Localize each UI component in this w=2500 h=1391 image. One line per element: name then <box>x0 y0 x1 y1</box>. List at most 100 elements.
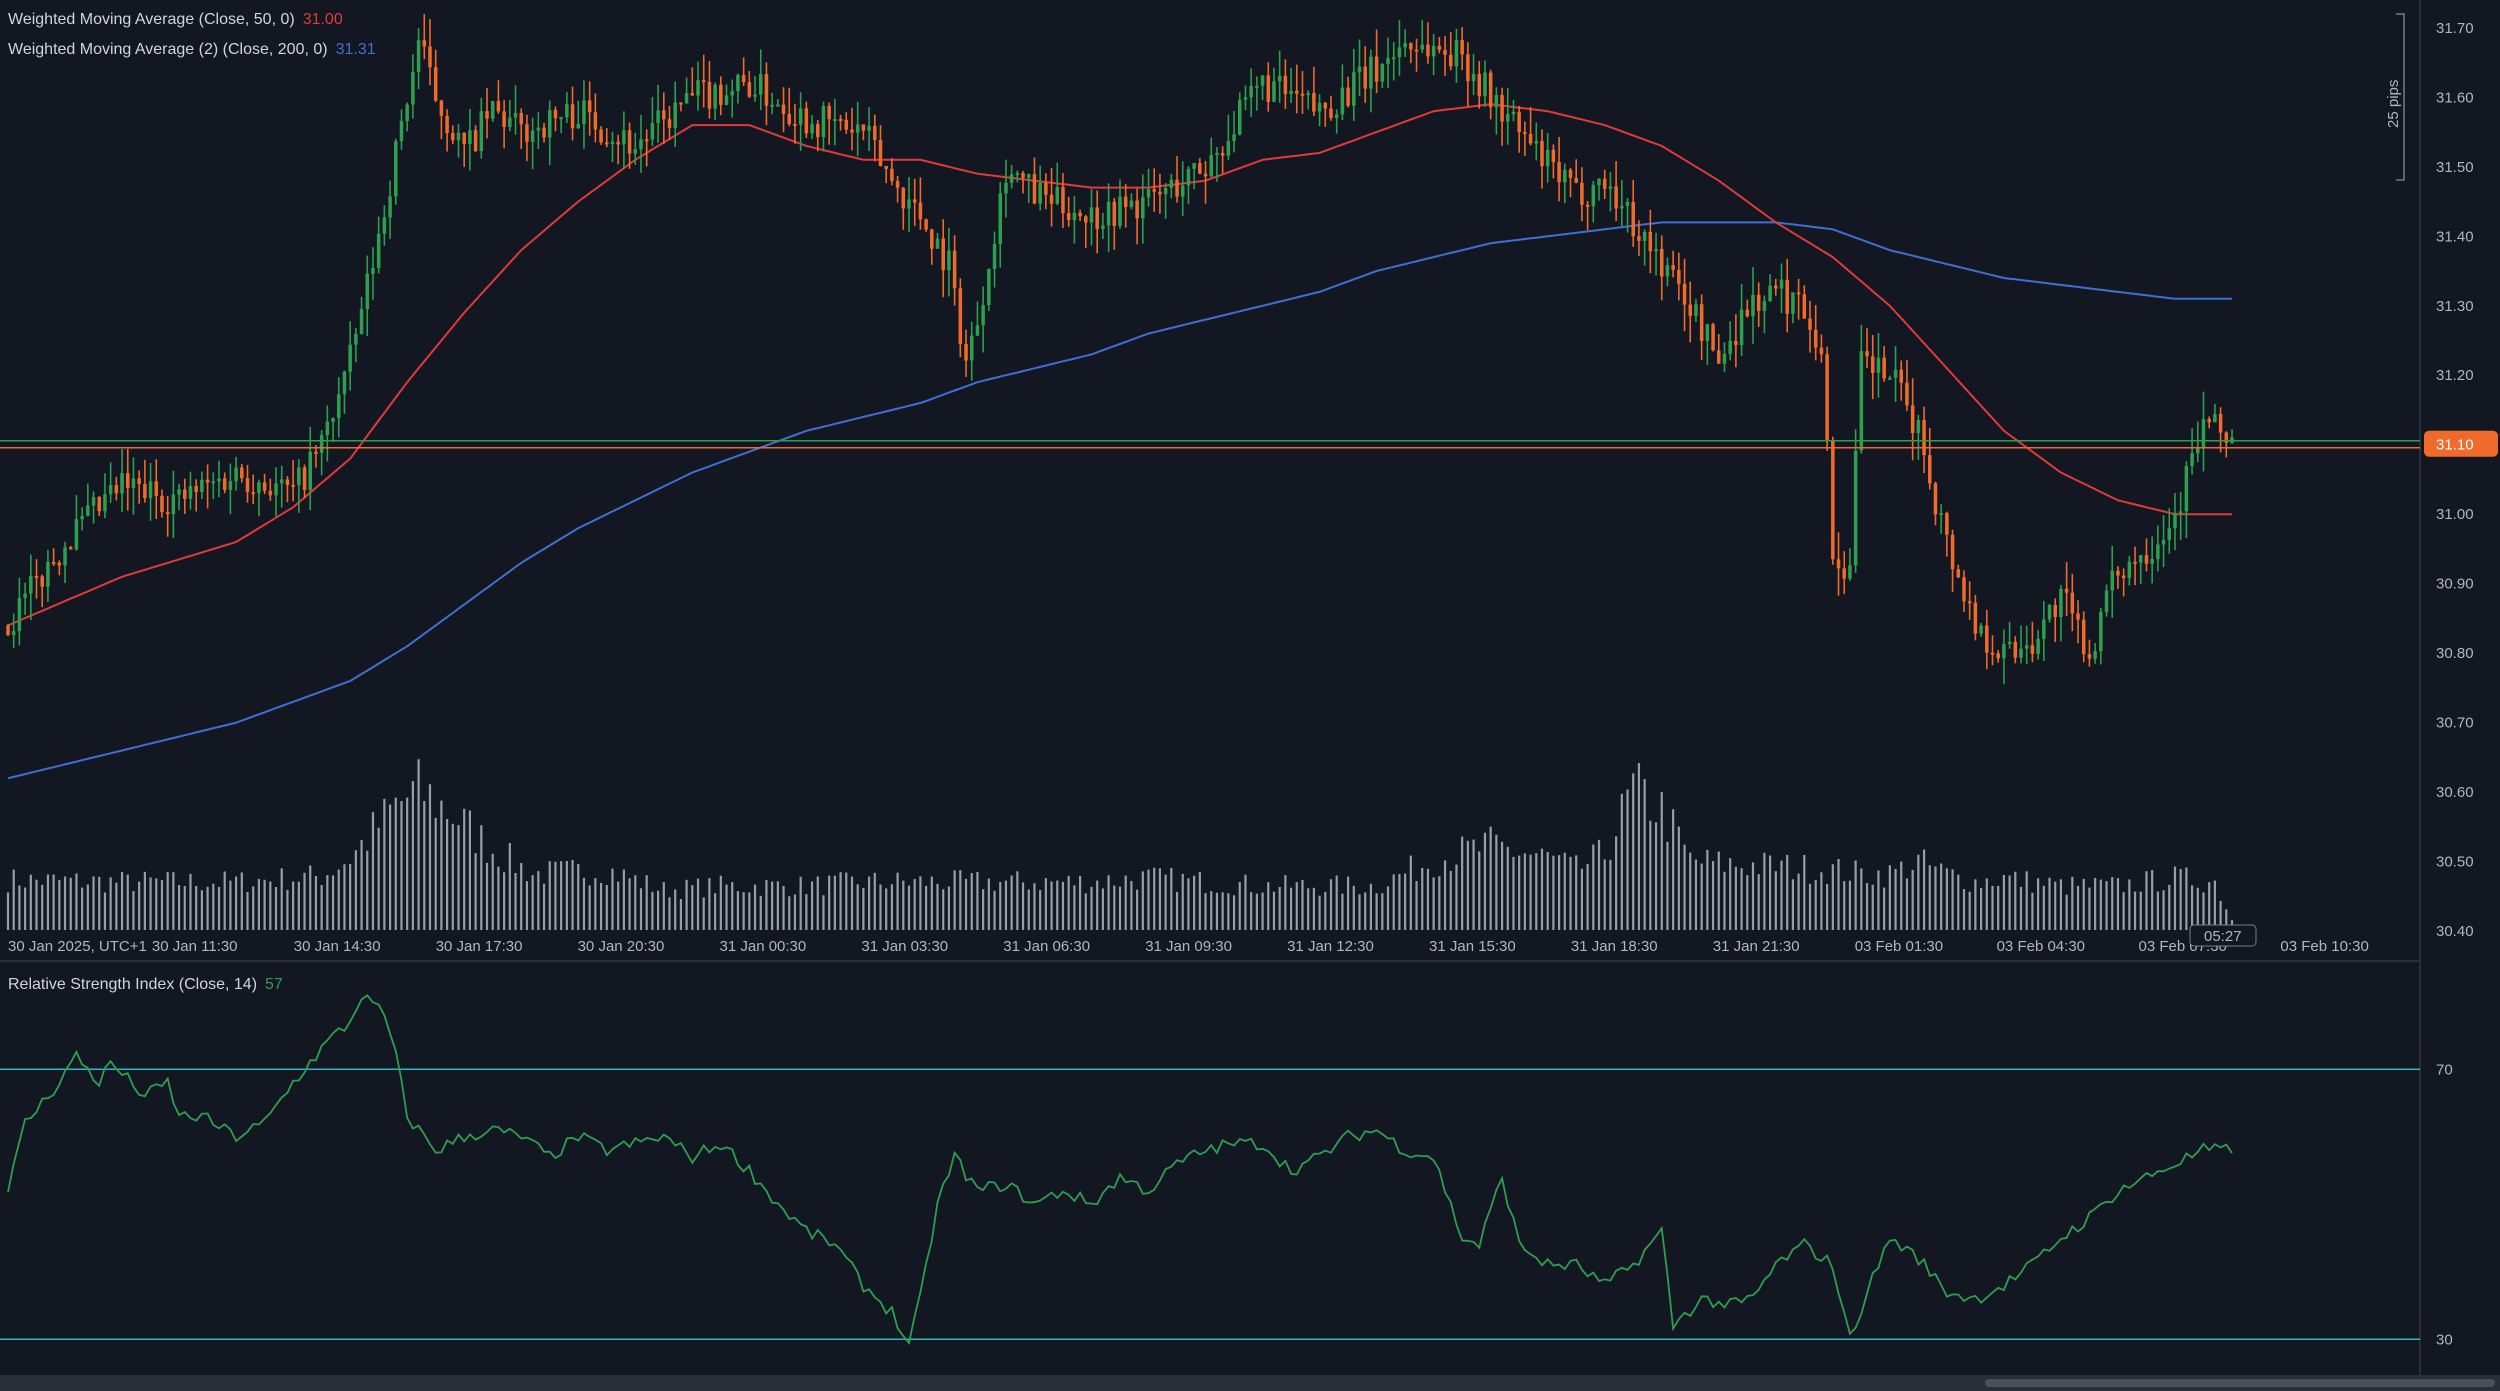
candle-body <box>1905 382 1909 406</box>
time-tick-label: 31 Jan 09:30 <box>1145 938 1232 955</box>
price-tick-label: 30.50 <box>2436 854 2474 871</box>
rsi-pane[interactable] <box>0 994 2420 1346</box>
candle-body <box>987 268 991 306</box>
candle-body <box>51 561 56 564</box>
candle-body <box>1123 196 1128 208</box>
price-tick-label: 31.50 <box>2436 159 2474 176</box>
candle-body <box>2207 419 2211 423</box>
candle-body <box>1945 513 1949 535</box>
candle-body <box>673 102 677 128</box>
candle-body <box>297 467 301 486</box>
candle-body <box>2104 590 2109 612</box>
candle-body <box>1608 186 1613 189</box>
candle-body <box>1369 56 1373 89</box>
candle-body <box>1631 202 1635 237</box>
candle-body <box>1175 179 1179 197</box>
candle-body <box>1403 43 1407 48</box>
candle-body <box>1032 174 1037 204</box>
candle-body <box>268 490 273 496</box>
candle-body <box>439 100 444 116</box>
candle-body <box>2161 540 2166 545</box>
candle-body <box>428 46 432 68</box>
candle-body <box>1431 45 1436 57</box>
candle-body <box>2213 414 2217 423</box>
candle-body <box>2178 511 2183 514</box>
candle-body <box>1802 294 1807 319</box>
candle-body <box>1705 324 1710 341</box>
candle-body <box>1220 152 1225 156</box>
candle-body <box>183 489 187 499</box>
candle-body <box>764 74 769 106</box>
candle-body <box>405 104 409 122</box>
candle-body <box>279 479 284 484</box>
candlesticks[interactable] <box>6 13 2234 685</box>
candle-body <box>468 130 472 144</box>
candle-body <box>1391 57 1396 60</box>
candle-body <box>867 125 871 131</box>
wma200-line <box>7 221 2232 780</box>
candle-body <box>1848 565 1852 579</box>
candle-body <box>1853 450 1858 566</box>
candle-body <box>1585 204 1590 207</box>
candle-body <box>935 238 940 249</box>
price-tick-label: 30.60 <box>2436 784 2474 801</box>
candle-body <box>1819 347 1824 355</box>
candle-body <box>1363 66 1367 89</box>
price-tick-label: 31.60 <box>2436 89 2474 106</box>
candle-body <box>644 139 649 142</box>
candle-body <box>1688 304 1693 316</box>
candle-body <box>1129 200 1134 208</box>
candle-body <box>861 124 866 131</box>
scrollbar-thumb[interactable] <box>1985 1379 2495 1387</box>
candle-body <box>1796 292 1801 295</box>
candle-body <box>770 104 774 107</box>
candle-body <box>707 81 712 109</box>
candle-body <box>251 492 255 495</box>
horizontal-scrollbar[interactable] <box>0 1375 2500 1391</box>
candle-body <box>433 67 438 101</box>
candle-body <box>1049 194 1054 204</box>
time-tick-label: 03 Feb 04:30 <box>1997 938 2085 955</box>
price-tick-label: 31.00 <box>2436 506 2474 523</box>
candle-body <box>901 187 906 209</box>
candle-body <box>1494 95 1499 108</box>
time-tick-label: 30 Jan 20:30 <box>578 938 665 955</box>
candle-body <box>1785 279 1789 314</box>
candle-body <box>103 494 107 512</box>
candle-body <box>1084 216 1088 223</box>
candle-body <box>1876 357 1881 373</box>
candle-body <box>1266 75 1271 102</box>
candle-body <box>1466 54 1470 82</box>
candle-body <box>2156 544 2160 559</box>
candle-body <box>1517 111 1521 133</box>
legend-rsi[interactable]: Relative Strength Index (Close, 14) 57 <box>8 976 283 994</box>
candle-body <box>576 124 581 129</box>
candle-body <box>1722 353 1727 364</box>
candle-body <box>1477 73 1482 97</box>
candle-body <box>29 575 33 594</box>
legend-wma200[interactable]: Weighted Moving Average (2) (Close, 200,… <box>8 41 376 59</box>
candle-body <box>388 196 392 218</box>
candle-body <box>2047 604 2052 620</box>
candle-body <box>2184 466 2189 512</box>
legend-wma50[interactable]: Weighted Moving Average (Close, 50, 0) 31… <box>8 11 343 29</box>
candle-body <box>827 105 831 120</box>
candle-body <box>605 142 609 145</box>
candle-body <box>1831 441 1835 560</box>
candle-body <box>473 130 478 152</box>
candle-body <box>342 371 347 395</box>
candle-body <box>696 80 700 96</box>
candle-body <box>941 238 945 271</box>
candle-body <box>1357 66 1362 73</box>
candle-body <box>610 141 615 144</box>
candle-body <box>228 481 233 490</box>
legend-wma50-value: 31.00 <box>302 11 343 28</box>
candle-body <box>964 343 968 361</box>
candle-body <box>422 40 427 47</box>
candle-body <box>565 104 569 118</box>
candle-body <box>1089 207 1094 223</box>
legend-rsi-label: Relative Strength Index (Close, 14) <box>8 976 258 993</box>
candle-body <box>262 482 267 491</box>
